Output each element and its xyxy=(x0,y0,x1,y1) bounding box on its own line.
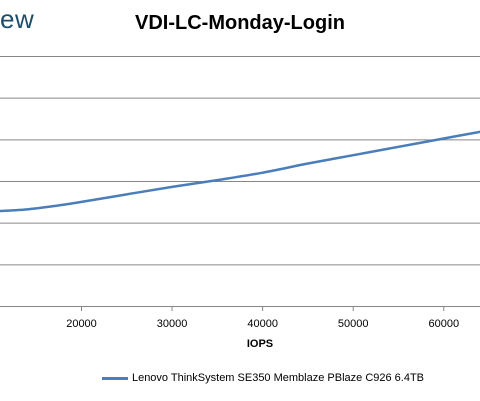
legend: Lenovo ThinkSystem SE350 Memblaze PBlaze… xyxy=(0,372,480,384)
legend-swatch xyxy=(101,376,128,380)
legend-label: Lenovo ThinkSystem SE350 Memblaze PBlaze… xyxy=(131,372,425,384)
x-tick-label: 50000 xyxy=(338,318,369,330)
series-line xyxy=(0,130,480,213)
x-axis-title: IOPS xyxy=(247,338,273,350)
brand-logo-fragment: ew xyxy=(0,4,35,34)
chart-title: VDI-LC-Monday-Login xyxy=(135,12,345,34)
x-tick-label: 30000 xyxy=(157,318,188,330)
x-tick-label: 20000 xyxy=(66,318,97,330)
gridlines xyxy=(0,56,480,307)
x-tick-label: 60000 xyxy=(428,318,459,330)
x-tick-labels: 20000 30000 40000 50000 60000 xyxy=(66,306,459,330)
series-layer xyxy=(0,130,480,213)
x-tick-label: 40000 xyxy=(247,318,278,330)
